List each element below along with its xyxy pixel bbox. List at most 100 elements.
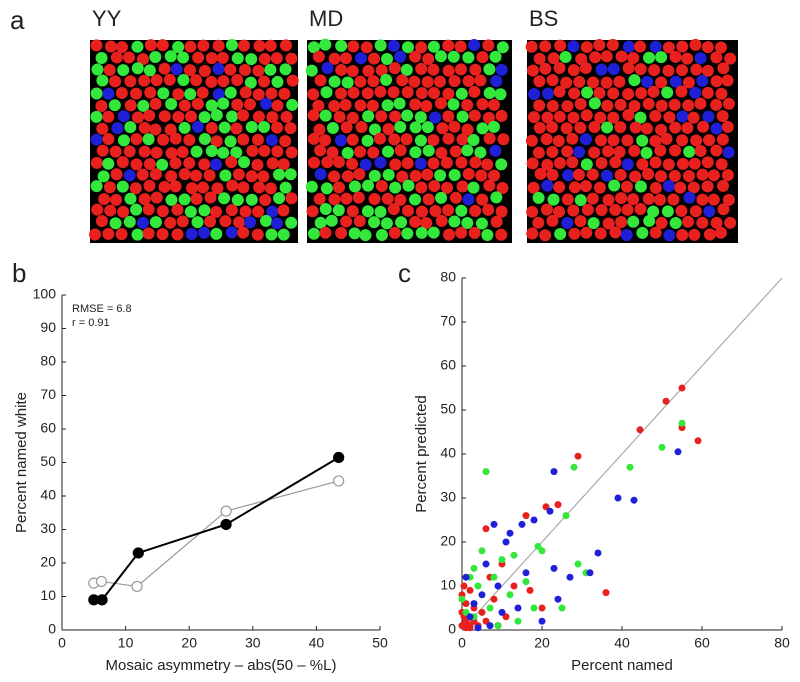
cone bbox=[252, 64, 265, 77]
point bbox=[554, 595, 562, 603]
point bbox=[514, 617, 522, 625]
cone bbox=[237, 226, 250, 239]
cone bbox=[110, 193, 123, 206]
cone bbox=[354, 52, 367, 65]
cone bbox=[561, 145, 574, 158]
cone bbox=[346, 205, 359, 218]
x-axis-label: Mosaic asymmetry – abs(50 – %L) bbox=[106, 657, 337, 674]
cone bbox=[641, 75, 654, 88]
cone bbox=[539, 62, 552, 75]
y-tick-label: 60 bbox=[40, 420, 56, 436]
cone bbox=[627, 193, 640, 206]
identity-line bbox=[461, 277, 783, 631]
cone bbox=[560, 76, 573, 89]
x-tick-label: 80 bbox=[774, 635, 790, 651]
cone bbox=[401, 109, 414, 122]
cone bbox=[636, 158, 649, 171]
cone bbox=[90, 110, 103, 123]
cone bbox=[715, 158, 728, 171]
cone bbox=[335, 39, 348, 52]
cone bbox=[402, 41, 415, 54]
cone bbox=[306, 205, 319, 218]
point bbox=[630, 496, 638, 504]
cone bbox=[496, 41, 509, 54]
cone bbox=[668, 169, 681, 182]
cone bbox=[621, 203, 634, 216]
cone bbox=[348, 180, 361, 193]
cone bbox=[273, 192, 286, 205]
cone bbox=[380, 217, 393, 230]
cone bbox=[559, 51, 572, 64]
cone bbox=[96, 144, 109, 157]
cone bbox=[606, 38, 619, 51]
cone bbox=[409, 98, 422, 111]
cone bbox=[328, 170, 341, 183]
cone bbox=[415, 62, 428, 75]
cone bbox=[721, 74, 734, 87]
cone bbox=[594, 227, 607, 240]
point bbox=[460, 582, 468, 590]
cone bbox=[586, 192, 599, 205]
cone bbox=[185, 227, 198, 240]
cone bbox=[553, 157, 566, 170]
cone bbox=[435, 146, 448, 159]
cone bbox=[95, 215, 108, 228]
cone bbox=[270, 52, 283, 65]
cone bbox=[468, 226, 481, 239]
cone bbox=[634, 180, 647, 193]
cone bbox=[587, 217, 600, 230]
cone bbox=[277, 228, 290, 241]
y-tick-label: 20 bbox=[440, 533, 456, 549]
cone bbox=[325, 214, 338, 227]
cone bbox=[539, 40, 552, 53]
cone bbox=[687, 111, 700, 124]
point bbox=[490, 595, 498, 603]
cone bbox=[360, 41, 373, 54]
cone bbox=[266, 111, 279, 124]
cone bbox=[259, 214, 272, 227]
cone bbox=[102, 227, 115, 240]
cone bbox=[130, 203, 143, 216]
cone bbox=[689, 86, 702, 99]
cone bbox=[661, 205, 674, 218]
cone bbox=[540, 133, 553, 146]
cone bbox=[428, 180, 441, 193]
cone bbox=[98, 193, 111, 206]
cone bbox=[332, 204, 345, 217]
cone bbox=[381, 53, 394, 66]
marker bbox=[333, 475, 345, 487]
cone bbox=[442, 132, 455, 145]
cone bbox=[157, 133, 170, 146]
cone bbox=[197, 181, 210, 194]
cone bbox=[210, 135, 223, 148]
cone bbox=[172, 88, 185, 101]
cone bbox=[609, 156, 622, 169]
cone bbox=[279, 135, 292, 148]
cone bbox=[607, 111, 620, 124]
cone bbox=[264, 182, 277, 195]
cone bbox=[420, 216, 433, 229]
cone bbox=[314, 168, 327, 181]
cone bbox=[568, 87, 581, 100]
cone bbox=[233, 216, 246, 229]
point bbox=[538, 547, 546, 555]
point bbox=[474, 624, 482, 632]
cone bbox=[482, 203, 495, 216]
cone bbox=[427, 134, 440, 147]
cone bbox=[225, 156, 238, 169]
y-tick-label: 0 bbox=[48, 621, 56, 637]
cone bbox=[328, 75, 341, 88]
point bbox=[466, 586, 474, 594]
cone bbox=[540, 203, 553, 216]
cone bbox=[561, 217, 574, 230]
panel-label: c bbox=[398, 258, 411, 288]
cone bbox=[109, 145, 122, 158]
cone bbox=[184, 205, 197, 218]
cone bbox=[562, 169, 575, 182]
cone bbox=[374, 156, 387, 169]
cone bbox=[183, 134, 196, 147]
cone bbox=[668, 98, 681, 111]
cone bbox=[722, 193, 735, 206]
cone bbox=[716, 179, 729, 192]
cone bbox=[546, 121, 559, 134]
